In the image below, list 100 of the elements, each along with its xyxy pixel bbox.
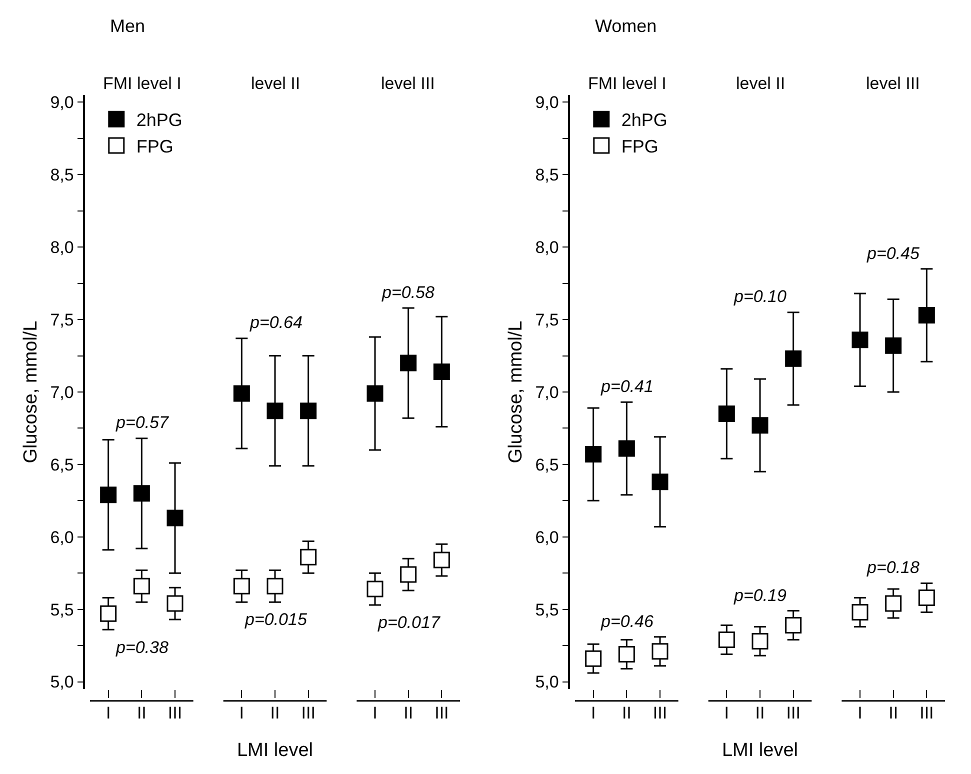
x-tick-label: I xyxy=(106,703,111,722)
point xyxy=(100,486,117,504)
x-tick-label: II xyxy=(404,703,414,722)
y-tick-label: 5,0 xyxy=(535,672,559,692)
annotation: p=0.18 xyxy=(866,558,920,577)
point xyxy=(618,646,635,662)
x-tick-label: III xyxy=(168,703,182,722)
x-tick-label: I xyxy=(372,703,378,722)
point xyxy=(233,385,250,402)
point xyxy=(266,578,284,594)
text: level II xyxy=(251,74,300,93)
text: level II xyxy=(736,74,786,93)
legend-label: FPG xyxy=(621,136,658,157)
x-tick-label: II xyxy=(755,703,765,722)
point xyxy=(433,552,450,568)
point xyxy=(300,402,317,420)
x-tick-label: III xyxy=(301,703,316,722)
y-tick-label: 8,0 xyxy=(535,238,559,258)
annotation: p=0.19 xyxy=(733,586,788,605)
point xyxy=(918,589,935,606)
y-tick-label: 5,5 xyxy=(535,600,559,620)
y-tick-label: 6,0 xyxy=(50,528,74,547)
text: level III xyxy=(381,74,435,93)
annotation: p=0.015 xyxy=(244,610,308,629)
point xyxy=(366,385,384,402)
y-tick-label: 5,0 xyxy=(50,672,74,692)
x-tick-label: III xyxy=(652,703,668,722)
point xyxy=(718,631,735,648)
x-tick-label: I xyxy=(590,703,596,722)
point xyxy=(433,363,450,380)
annotation: p=0.58 xyxy=(381,283,436,302)
text: level III xyxy=(866,74,920,93)
x-tick-label: III xyxy=(920,703,934,722)
x-tick-label: III xyxy=(786,703,800,722)
annotation: p=0.38 xyxy=(115,638,170,657)
annotation: p=0.45 xyxy=(866,244,920,263)
x-tick-label: II xyxy=(136,703,146,722)
point xyxy=(366,580,384,598)
y-tick-label: 9,0 xyxy=(535,93,559,112)
y-tick-label: 8,5 xyxy=(50,166,74,185)
y-tick-label: 6,5 xyxy=(535,455,559,474)
y-tick-label: 7,5 xyxy=(50,310,74,330)
point xyxy=(266,402,284,420)
y-tick-label: 7,5 xyxy=(535,310,559,330)
point xyxy=(585,650,602,667)
point xyxy=(785,350,802,367)
point xyxy=(133,578,150,594)
point xyxy=(852,604,868,620)
x-axis-title: LMI level xyxy=(236,740,314,761)
point xyxy=(885,595,902,612)
chart-title: Men xyxy=(110,16,146,36)
point xyxy=(752,632,768,650)
text: FMI level I xyxy=(103,74,182,93)
point xyxy=(785,617,802,634)
y-tick-label: 8,0 xyxy=(50,238,74,258)
point xyxy=(652,643,668,660)
x-tick-label: I xyxy=(858,703,862,722)
y-tick-label: 6,0 xyxy=(535,528,559,547)
x-tick-label: I xyxy=(724,703,730,722)
point xyxy=(133,485,150,502)
x-tick-label: II xyxy=(270,703,280,722)
point xyxy=(585,446,602,463)
y-tick-label: 6,5 xyxy=(50,455,74,474)
legend-label: 2hPG xyxy=(621,110,668,130)
x-tick-label: II xyxy=(888,703,898,722)
point xyxy=(100,605,117,622)
point xyxy=(400,566,417,583)
point xyxy=(652,474,668,490)
legend-label: 2hPG xyxy=(136,110,182,130)
y-axis-title: Glucose, mmol/L xyxy=(20,320,42,464)
point xyxy=(918,306,935,324)
annotation: p=0.64 xyxy=(249,313,302,332)
point xyxy=(618,440,635,457)
point xyxy=(718,405,735,422)
point xyxy=(752,417,768,434)
y-tick-label: 7,0 xyxy=(50,382,74,402)
text: FMI level I xyxy=(588,74,666,93)
point xyxy=(166,595,184,612)
x-axis-title: LMI level xyxy=(722,740,798,761)
y-tick-label: 7,0 xyxy=(535,382,559,402)
y-tick-label: 9,0 xyxy=(50,93,74,112)
annotation: p=0.41 xyxy=(600,377,654,396)
point xyxy=(233,578,250,594)
y-axis-title: Glucose, mmol/L xyxy=(506,320,526,464)
x-tick-label: III xyxy=(434,703,449,722)
annotation: p=0.017 xyxy=(377,613,440,632)
y-tick-label: 8,5 xyxy=(535,166,559,185)
point xyxy=(885,337,902,354)
annotation: p=0.46 xyxy=(600,612,654,631)
point xyxy=(300,548,317,566)
x-tick-label: I xyxy=(239,703,244,722)
point xyxy=(166,510,184,526)
point xyxy=(852,332,868,348)
legend-label: FPG xyxy=(136,136,174,157)
annotation: p=0.57 xyxy=(115,413,170,432)
annotation: p=0.10 xyxy=(733,287,788,306)
chart-title: Women xyxy=(595,16,657,36)
y-tick-label: 5,5 xyxy=(50,600,74,620)
x-tick-label: II xyxy=(622,703,632,722)
point xyxy=(400,354,417,372)
